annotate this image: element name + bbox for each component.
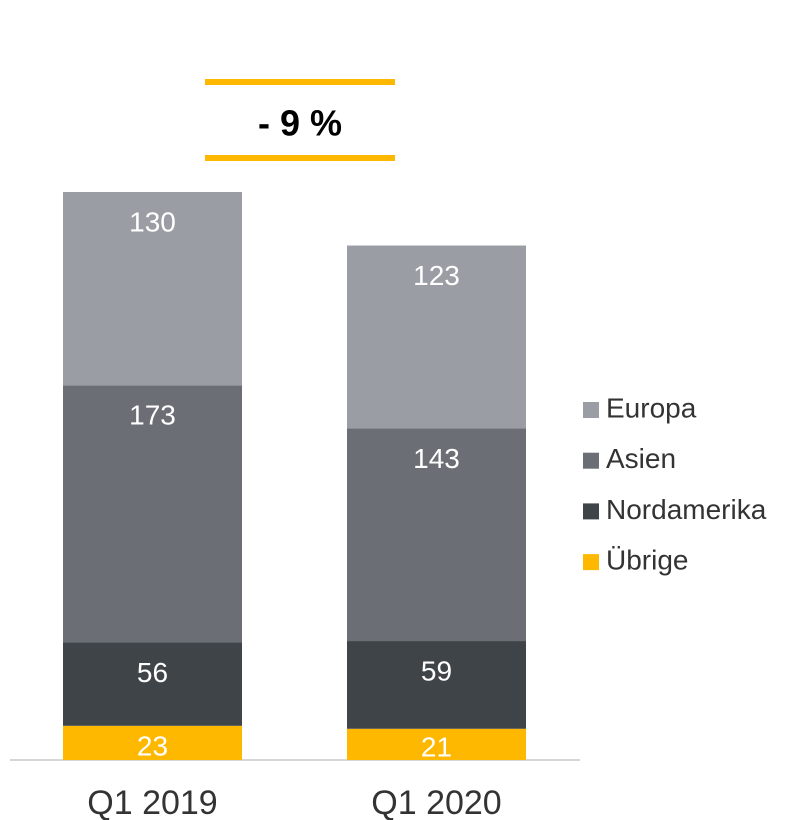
legend-label: Nordamerika (606, 494, 767, 525)
annotation: - 9 % (258, 103, 342, 144)
bar-segment (347, 728, 526, 760)
data-label: 143 (413, 443, 460, 474)
legend-swatch (583, 452, 599, 469)
bar-segment (63, 192, 242, 386)
data-label: 173 (129, 400, 176, 431)
data-label: 56 (137, 657, 168, 688)
x-tick-label: Q1 2020 (371, 784, 501, 820)
data-label: 59 (421, 655, 452, 686)
bar-segment (347, 245, 526, 429)
data-label: 123 (413, 260, 460, 291)
data-label: 21 (421, 731, 452, 762)
bar-segment (347, 641, 526, 729)
legend-label: Übrige (606, 544, 688, 575)
data-label: 130 (129, 206, 176, 237)
bar-segment (63, 642, 242, 726)
legend-label: Asien (606, 443, 676, 474)
x-tick-label: Q1 2019 (87, 784, 217, 820)
bar-segment (63, 725, 242, 760)
bar-segment (347, 428, 526, 642)
legend-swatch (583, 402, 599, 418)
legend-swatch (583, 503, 599, 520)
legend-label: Europa (606, 392, 697, 423)
legend-swatch (583, 554, 599, 571)
data-label: 23 (137, 730, 168, 761)
bar-segment (63, 385, 242, 643)
